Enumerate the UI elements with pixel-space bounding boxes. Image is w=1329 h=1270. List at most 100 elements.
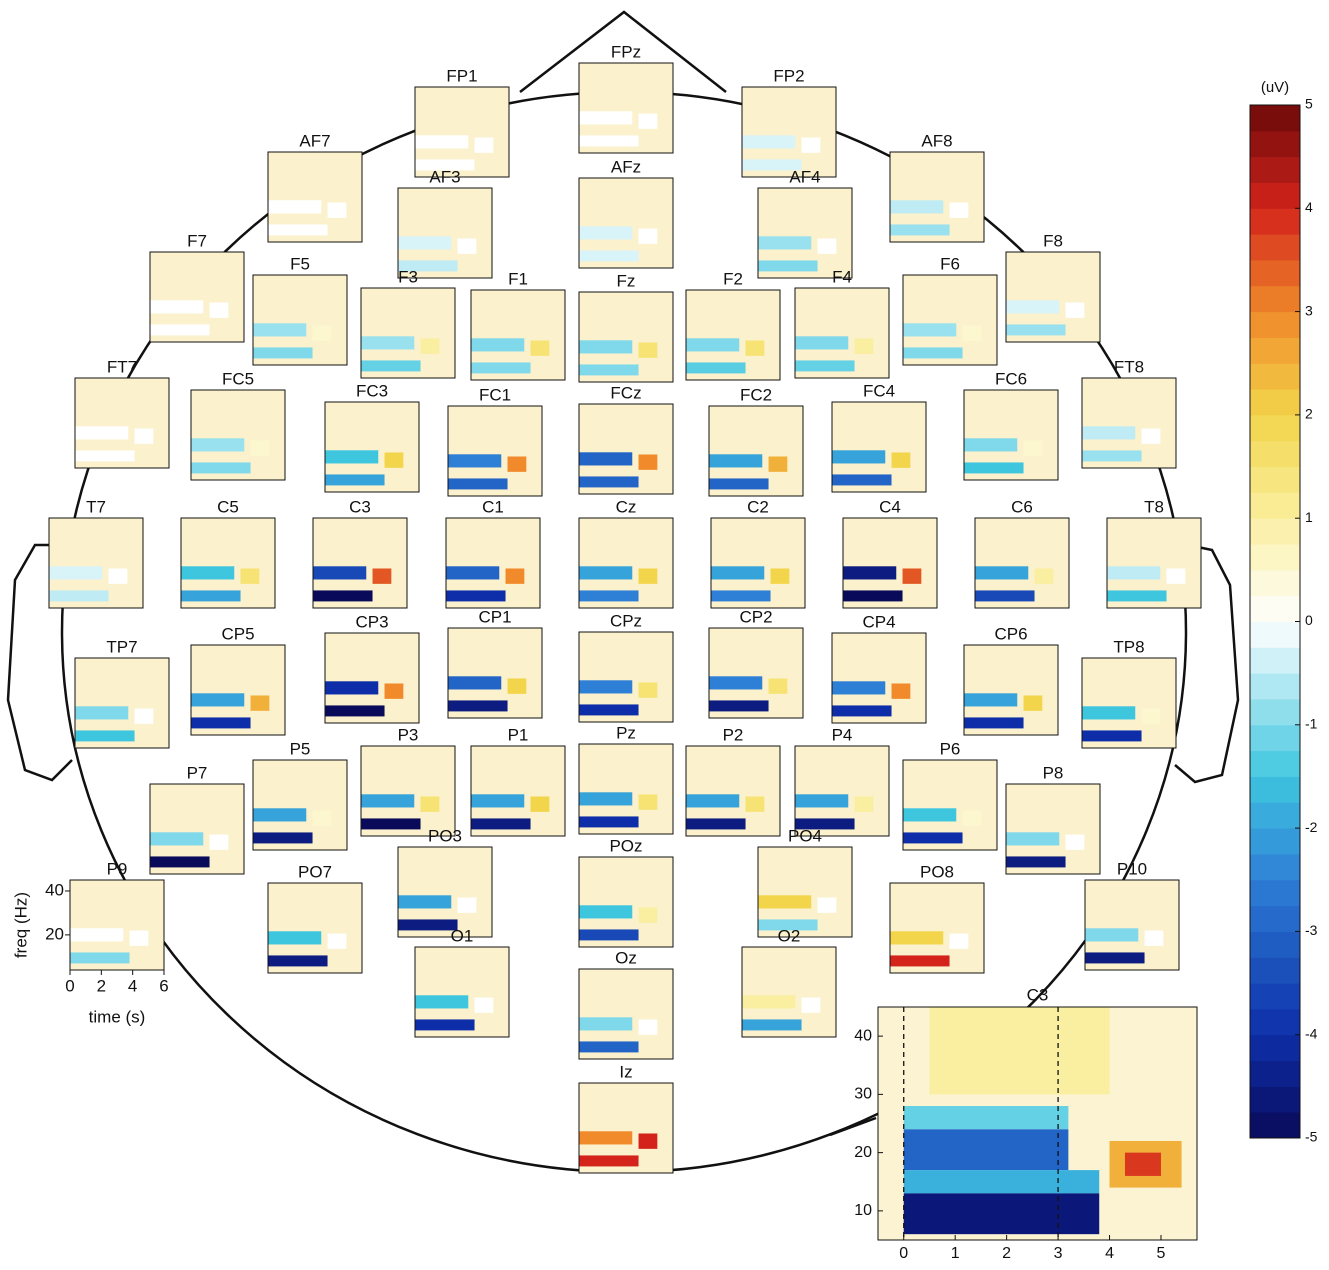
- nose: [519, 10, 727, 93]
- electrode-panel: AF3: [397, 167, 493, 279]
- panel-frame: [149, 783, 245, 875]
- electrode-panel: F6: [902, 254, 998, 366]
- electrode-label: C4: [879, 497, 901, 516]
- colorbar-step: [1250, 931, 1300, 958]
- band-cell: [962, 325, 982, 341]
- colorbar-step: [1250, 1008, 1300, 1036]
- band-cell: [964, 717, 1024, 729]
- band-cell: [457, 238, 477, 254]
- band-cell: [1082, 450, 1142, 462]
- band-cell: [854, 796, 874, 812]
- electrode-panel: P8: [1005, 763, 1101, 875]
- electrode-label: AF4: [789, 167, 820, 186]
- x-tick-label: 4: [128, 976, 137, 995]
- electrode-panel: FP1: [414, 66, 510, 178]
- band-cell: [709, 478, 769, 490]
- panel-frame: [74, 377, 170, 469]
- band-cell: [742, 1019, 802, 1031]
- panel-frame: [445, 517, 541, 609]
- band-cell: [902, 568, 922, 584]
- inset-pointer: [829, 1116, 877, 1137]
- panel-frame: [889, 882, 985, 974]
- electrode-label: C3: [349, 497, 371, 516]
- band-cell: [795, 360, 855, 372]
- band-cell: [253, 832, 313, 844]
- panel-frame: [685, 745, 781, 837]
- y-tick-label: 20: [854, 1144, 872, 1161]
- colorbar-tick-label: 3: [1305, 302, 1313, 318]
- band-cell: [134, 428, 154, 444]
- electrode-panel: C4: [842, 497, 938, 609]
- band-cell: [49, 566, 103, 580]
- band-cell: [843, 566, 897, 580]
- colorbar-step: [1250, 130, 1300, 158]
- y-tick-label: 10: [854, 1202, 872, 1219]
- panel-frame: [578, 62, 674, 154]
- electrode-label: F3: [398, 267, 418, 286]
- band-cell: [448, 454, 502, 468]
- electrode-panel: FC2: [708, 385, 804, 497]
- electrode-label: C2: [747, 497, 769, 516]
- band-cell: [129, 930, 149, 946]
- electrode-panel: P7: [149, 763, 245, 875]
- electrode-label: PO7: [298, 862, 332, 881]
- band-cell: [181, 566, 235, 580]
- electrode-label: CPz: [610, 611, 642, 630]
- band-cell: [711, 566, 765, 580]
- x-tick-label: 0: [65, 976, 74, 995]
- electrode-panel: F5: [252, 254, 348, 366]
- band-cell: [150, 832, 204, 846]
- band-cell: [268, 200, 322, 214]
- x-tick-label: 2: [1002, 1245, 1011, 1262]
- inset-region: [903, 1106, 1069, 1130]
- electrode-label: FT7: [107, 357, 137, 376]
- inset-region: [903, 1129, 1069, 1171]
- panel-frame: [1106, 517, 1202, 609]
- colorbar-step: [1250, 802, 1300, 829]
- panel-frame: [578, 743, 674, 835]
- band-cell: [1023, 695, 1043, 711]
- electrode-panel: P1: [470, 725, 566, 837]
- band-cell: [579, 1155, 639, 1167]
- panel-frame: [1005, 783, 1101, 875]
- band-cell: [250, 695, 270, 711]
- colorbar-tick-label: -4: [1305, 1025, 1318, 1041]
- right-ear: [1174, 543, 1240, 784]
- panel-frame: [842, 517, 938, 609]
- band-cell: [832, 450, 886, 464]
- band-cell: [1107, 566, 1161, 580]
- panel-frame: [397, 187, 493, 279]
- electrode-label: Fz: [617, 271, 636, 290]
- band-cell: [832, 705, 892, 717]
- band-cell: [579, 704, 639, 716]
- electrode-panel: FC3: [324, 381, 420, 493]
- colorbar-step: [1250, 234, 1300, 261]
- x-tick-label: 4: [1105, 1245, 1114, 1262]
- electrode-label: F8: [1043, 231, 1063, 250]
- electrode-panel: AF4: [757, 167, 853, 279]
- electrode-panel: CP4: [831, 612, 927, 724]
- band-cell: [843, 590, 903, 602]
- band-cell: [446, 590, 506, 602]
- band-cell: [795, 336, 849, 350]
- colorbar-step: [1250, 518, 1300, 545]
- band-cell: [579, 905, 633, 919]
- band-cell: [325, 474, 385, 486]
- electrode-label: PO4: [788, 826, 822, 845]
- band-cell: [361, 818, 421, 830]
- panel-frame: [360, 287, 456, 379]
- band-cell: [795, 818, 855, 830]
- band-cell: [191, 438, 245, 452]
- band-cell: [832, 474, 892, 486]
- electrode-panel: C5: [180, 497, 276, 609]
- colorbar-step: [1250, 492, 1300, 519]
- electrode-panel: F1: [470, 269, 566, 381]
- panel-frame: [252, 759, 348, 851]
- electrode-panel: FPz: [578, 42, 674, 154]
- band-cell: [507, 456, 527, 472]
- band-cell: [891, 452, 911, 468]
- colorbar-tick-label: -2: [1305, 819, 1318, 835]
- electrode-panel: CP6: [963, 624, 1059, 736]
- electrode-panel: FC4: [831, 381, 927, 493]
- electrode-panel: F4: [794, 267, 890, 379]
